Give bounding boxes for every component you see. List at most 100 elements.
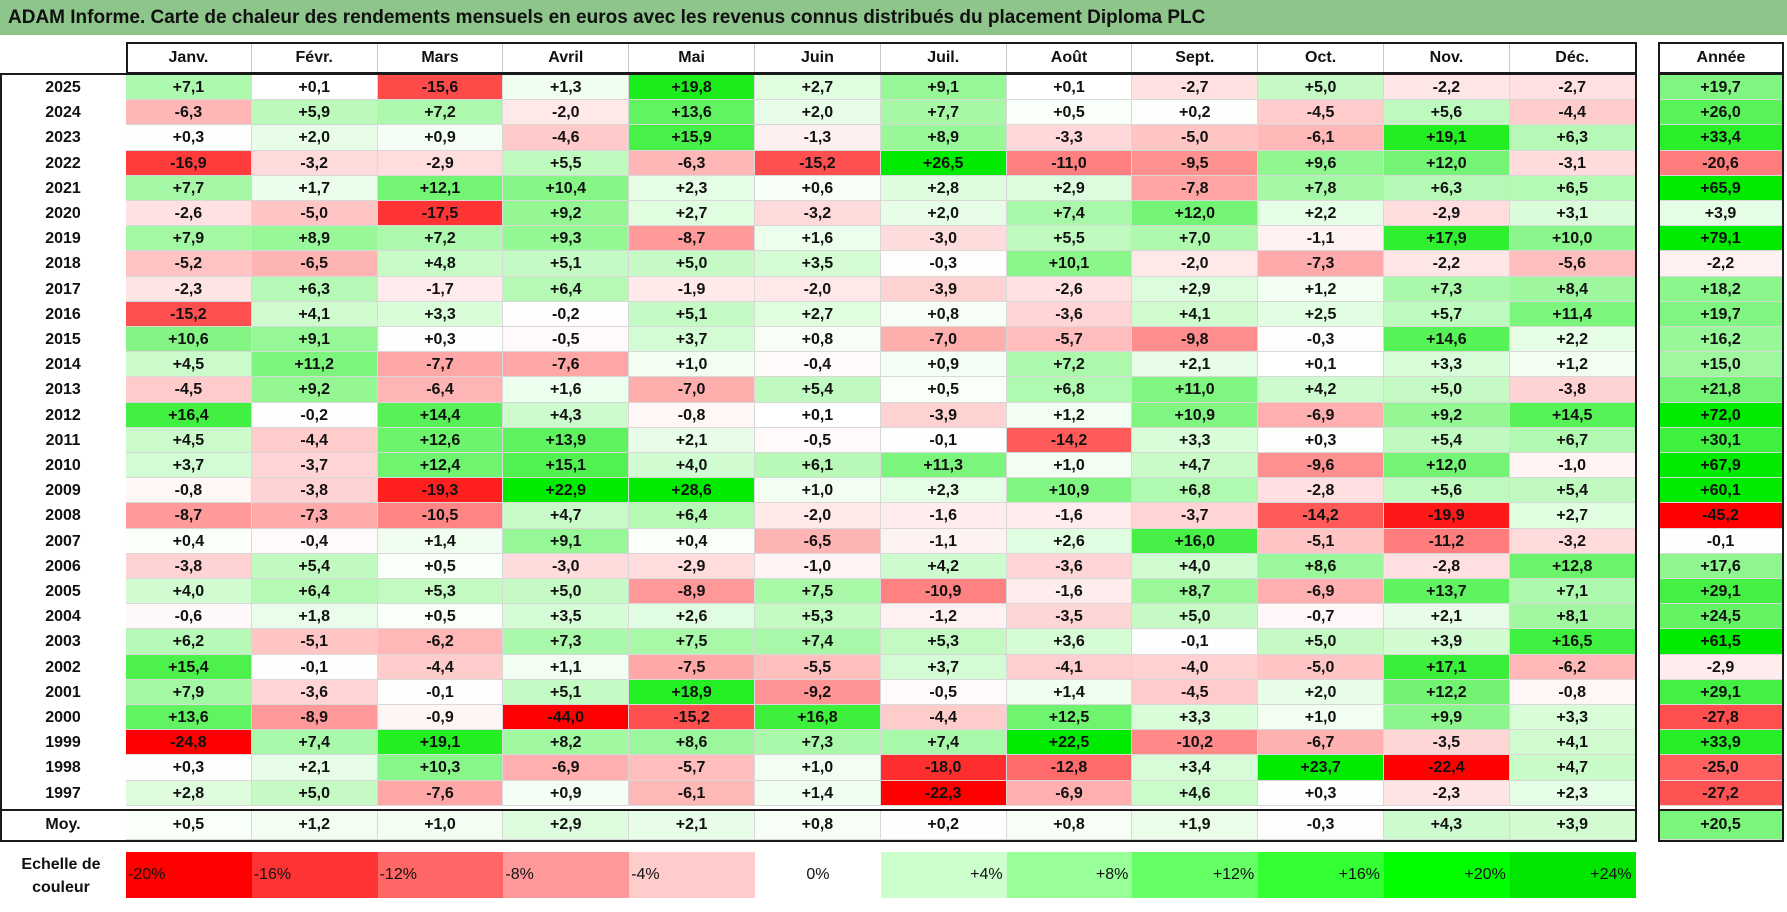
heatmap-cell: +22,9 — [503, 478, 630, 504]
heatmap-cell: +0,8 — [880, 301, 1007, 327]
annual-cell: -2,2 — [1659, 251, 1783, 277]
heatmap-cell: +9,1 — [880, 75, 1007, 101]
heatmap-cell: -2,8 — [1384, 553, 1510, 579]
heatmap-cell: +1,8 — [251, 604, 378, 630]
heatmap-cell: -6,5 — [755, 528, 881, 554]
heatmap-cell: +4,1 — [1132, 301, 1259, 327]
heatmap-cell: +7,9 — [126, 679, 252, 705]
heatmap-cell: +7,4 — [251, 730, 378, 756]
year-label: 2005 — [45, 583, 81, 600]
month-header: Mars — [378, 43, 504, 73]
heatmap-cell: +3,3 — [377, 301, 504, 327]
heatmap-cell: -9,5 — [1132, 150, 1259, 176]
heatmap-cell: +26,5 — [880, 150, 1007, 176]
heatmap-cell: +3,1 — [1509, 201, 1636, 227]
heatmap-cell: -3,3 — [1006, 125, 1133, 151]
heatmap-cell: -4,4 — [377, 654, 504, 680]
heatmap-cell: +3,6 — [1006, 629, 1133, 655]
heatmap-cell: -7,0 — [880, 327, 1007, 353]
heatmap-cell: -7,6 — [503, 352, 630, 378]
heatmap-cell: -3,5 — [1006, 604, 1133, 630]
heatmap-cell: -44,0 — [503, 705, 630, 731]
heatmap-cell: +2,7 — [755, 301, 881, 327]
heatmap-cell: +5,3 — [377, 579, 504, 605]
heatmap-cell: +10,4 — [503, 175, 630, 201]
heatmap-cell: -1,0 — [1509, 453, 1636, 479]
heatmap-cell: +7,3 — [755, 730, 881, 756]
heatmap-cell: -12,8 — [1006, 755, 1133, 781]
heatmap-cell: -7,0 — [629, 377, 755, 403]
heatmap-cell: +6,4 — [629, 503, 755, 529]
year-label: 2003 — [45, 633, 81, 651]
heatmap-cell: +2,1 — [1384, 604, 1510, 630]
heatmap-cell: -11,0 — [1006, 150, 1133, 176]
heatmap-cell: -2,0 — [503, 100, 630, 126]
heatmap-cell: +6,4 — [251, 579, 378, 605]
annual-cell: +24,5 — [1659, 604, 1783, 630]
heatmap-cell: -7,3 — [1258, 251, 1384, 277]
heatmap-cell: -4,0 — [1132, 654, 1259, 680]
heatmap-cell: +7,7 — [880, 100, 1007, 126]
heatmap-cell: +5,0 — [503, 579, 630, 605]
heatmap-cell: -2,6 — [126, 201, 252, 227]
heatmap-cell: -1,3 — [755, 125, 881, 151]
heatmap-cell: +5,0 — [629, 251, 755, 277]
heatmap-cell: -24,8 — [126, 730, 252, 756]
heatmap-cell: +0,5 — [377, 604, 504, 630]
heatmap-cell: +5,5 — [503, 150, 630, 176]
heatmap-cell: -5,1 — [1258, 528, 1384, 554]
heatmap-cell: -10,9 — [880, 579, 1007, 605]
heatmap-cell: +4,8 — [377, 251, 504, 277]
heatmap-cell: -3,1 — [1509, 150, 1636, 176]
heatmap-cell: +12,0 — [1384, 453, 1510, 479]
heatmap-cell: -2,0 — [755, 276, 881, 302]
heatmap-cell: -4,5 — [1258, 100, 1384, 126]
legend-swatch: 0% — [755, 852, 881, 898]
heatmap-cell: -7,3 — [251, 503, 378, 529]
legend-swatch: +4% — [880, 852, 1007, 898]
legend-swatch: -4% — [629, 852, 755, 898]
heatmap-cell: +17,1 — [1384, 654, 1510, 680]
heatmap-cell: +2,0 — [1258, 679, 1384, 705]
heatmap-cell: +22,5 — [1006, 730, 1133, 756]
average-annual-cell: +20,5 — [1659, 810, 1783, 840]
heatmap-cell: -3,9 — [880, 402, 1007, 428]
heatmap-cell: -18,0 — [880, 755, 1007, 781]
heatmap-cell: +4,1 — [1509, 730, 1636, 756]
year-label: 1997 — [45, 784, 81, 802]
heatmap-cell: +4,7 — [1132, 453, 1259, 479]
heatmap-cell: -14,2 — [1258, 503, 1384, 529]
heatmap-cell: +9,3 — [503, 226, 630, 252]
heatmap-cell: +7,2 — [1006, 352, 1133, 378]
heatmap-cell: -4,1 — [1006, 654, 1133, 680]
average-cell: +1,2 — [251, 810, 378, 840]
heatmap-cell: -19,3 — [377, 478, 504, 504]
heatmap-cell: -5,2 — [126, 251, 252, 277]
heatmap-cell: +4,2 — [880, 553, 1007, 579]
heatmap-cell: +4,7 — [1509, 755, 1636, 781]
heatmap-cell: +12,5 — [1006, 705, 1133, 731]
annual-cell: +21,8 — [1659, 377, 1783, 403]
heatmap-cell: +0,8 — [755, 327, 881, 353]
heatmap-cell: +7,3 — [1384, 276, 1510, 302]
heatmap-cell: -3,5 — [1384, 730, 1510, 756]
heatmap-cell: +3,3 — [1509, 705, 1636, 731]
year-label: 2021 — [45, 179, 81, 197]
heatmap-cell: -2,9 — [1384, 201, 1510, 227]
heatmap-cell: +1,6 — [503, 377, 630, 403]
heatmap-cell: +5,0 — [1132, 604, 1259, 630]
heatmap-cell: +12,2 — [1384, 679, 1510, 705]
heatmap-cell: +2,5 — [1258, 301, 1384, 327]
year-label: 2016 — [45, 305, 81, 323]
annual-cell: +65,9 — [1659, 175, 1783, 201]
heatmap-cell: -3,8 — [1509, 377, 1636, 403]
heatmap-cell: -6,9 — [503, 755, 630, 781]
heatmap-cell: +14,4 — [377, 402, 504, 428]
year-label: 2022 — [45, 154, 81, 172]
heatmap-cell: -3,7 — [1132, 503, 1259, 529]
heatmap-cell: -0,8 — [1509, 679, 1636, 705]
heatmap-cell: +15,1 — [503, 453, 630, 479]
heatmap-cell: +6,5 — [1509, 175, 1636, 201]
heatmap-cell: +3,9 — [1384, 629, 1510, 655]
heatmap-cell: +7,4 — [755, 629, 881, 655]
